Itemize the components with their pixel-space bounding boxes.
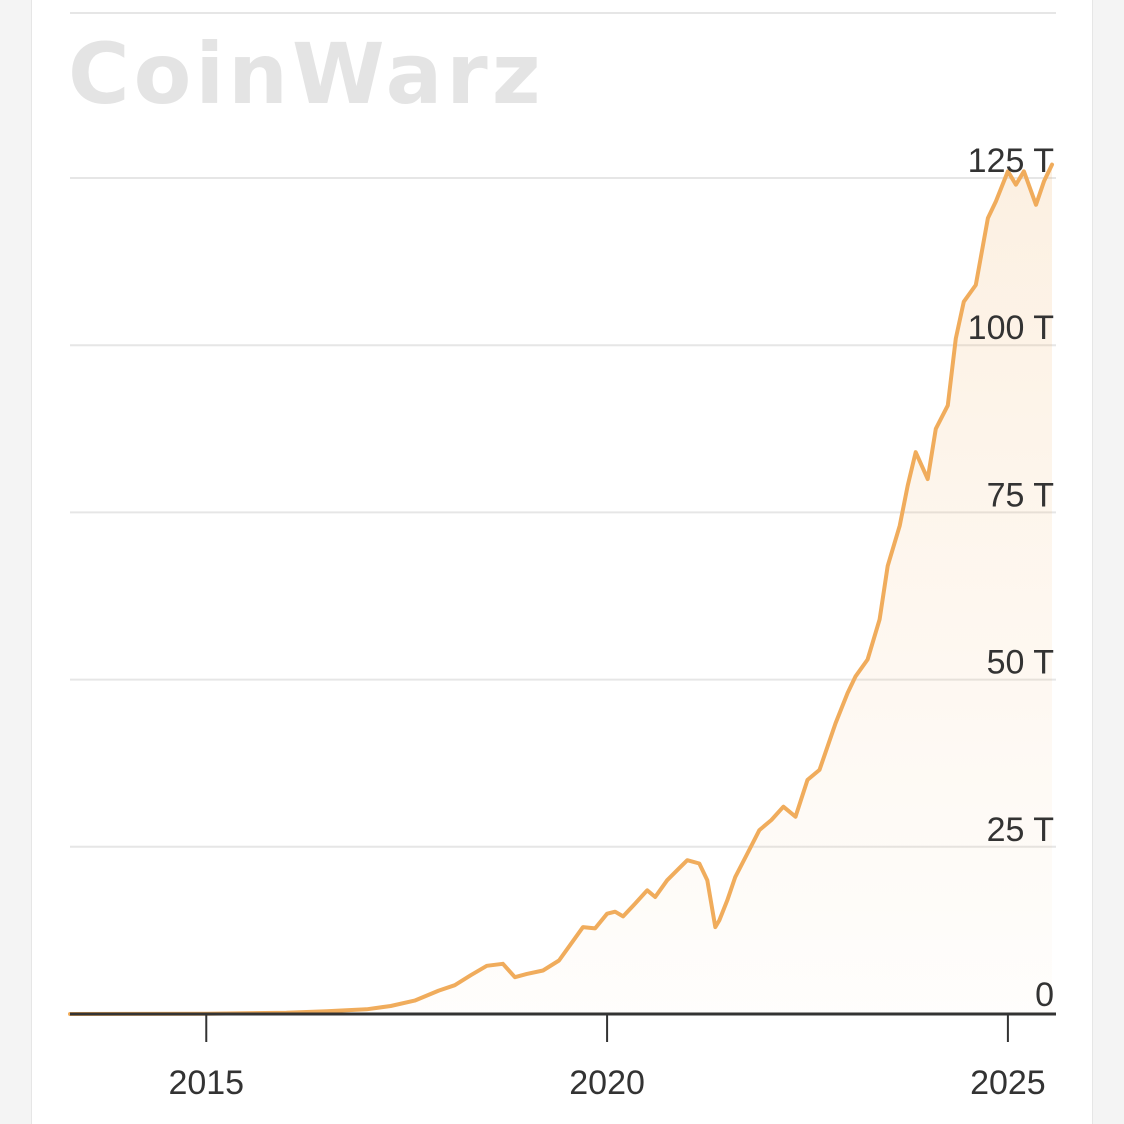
y-tick-label: 25 T [987,811,1054,849]
x-axis: 2015 2020 2025 [70,1012,1056,1102]
y-axis: 0 25 T 50 T 75 T 100 T 125 T [968,142,1054,1014]
x-tick-label: 2025 [970,1064,1046,1102]
x-tick-label: 2015 [168,1064,244,1102]
left-page-margin [0,0,32,1124]
x-tick-label: 2020 [569,1064,645,1102]
coinwarz-watermark: CoinWarz [68,25,545,123]
plot-area [68,162,1054,1016]
y-tick-label: 125 T [968,142,1054,180]
y-tick-label: 0 [1035,976,1054,1014]
y-tick-label: 50 T [987,644,1054,682]
series-line [68,162,1054,1016]
series-area [70,164,1052,1015]
right-page-margin [1092,0,1124,1124]
y-tick-label: 100 T [968,309,1054,347]
y-tick-label: 75 T [987,476,1054,514]
